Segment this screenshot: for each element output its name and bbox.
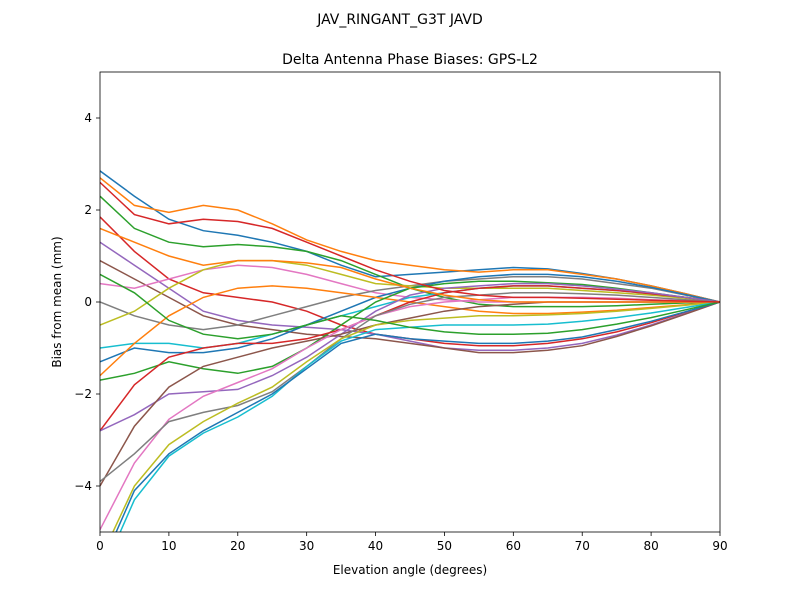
- series-line-1: [100, 170, 720, 303]
- series-line-17: [100, 296, 720, 531]
- x-tick-label: 40: [368, 539, 383, 553]
- x-tick-label: 50: [437, 539, 452, 553]
- series-line-9: [100, 259, 720, 326]
- series-line-22: [100, 227, 720, 303]
- y-tick-label: 0: [84, 295, 92, 309]
- x-tick-label: 60: [506, 539, 521, 553]
- series-line-15: [100, 282, 720, 432]
- x-tick-label: 80: [643, 539, 658, 553]
- x-axis-label: Elevation angle (degrees): [333, 563, 487, 577]
- series-line-6: [100, 259, 720, 354]
- x-axis: 0 10 20 30 40 50 60 70 80 90: [96, 532, 728, 553]
- y-tick-label: −4: [74, 479, 92, 493]
- y-tick-label: 4: [84, 111, 92, 125]
- x-tick-label: 70: [575, 539, 590, 553]
- series-line-14: [100, 285, 720, 432]
- y-axis-label: Bias from mean (mm): [50, 236, 64, 367]
- chart-suptitle: JAV_RINGANT_G3T JAVD: [316, 12, 483, 28]
- series-line-18: [100, 292, 720, 482]
- y-axis: −4 −2 0 2 4: [74, 111, 100, 493]
- series-line-19: [112, 301, 720, 532]
- series-lines: [100, 170, 720, 532]
- series-line-21: [115, 301, 720, 532]
- y-tick-label: 2: [84, 203, 92, 217]
- x-tick-label: 30: [299, 539, 314, 553]
- series-line-24: [100, 181, 720, 303]
- x-tick-label: 20: [230, 539, 245, 553]
- series-line-23: [100, 273, 720, 340]
- y-tick-label: −2: [74, 387, 92, 401]
- series-line-5: [100, 241, 720, 352]
- x-tick-label: 10: [161, 539, 176, 553]
- x-tick-label: 0: [96, 539, 104, 553]
- x-tick-label: 90: [712, 539, 727, 553]
- chart-title: Delta Antenna Phase Biases: GPS-L2: [282, 52, 538, 68]
- series-line-2: [100, 177, 720, 303]
